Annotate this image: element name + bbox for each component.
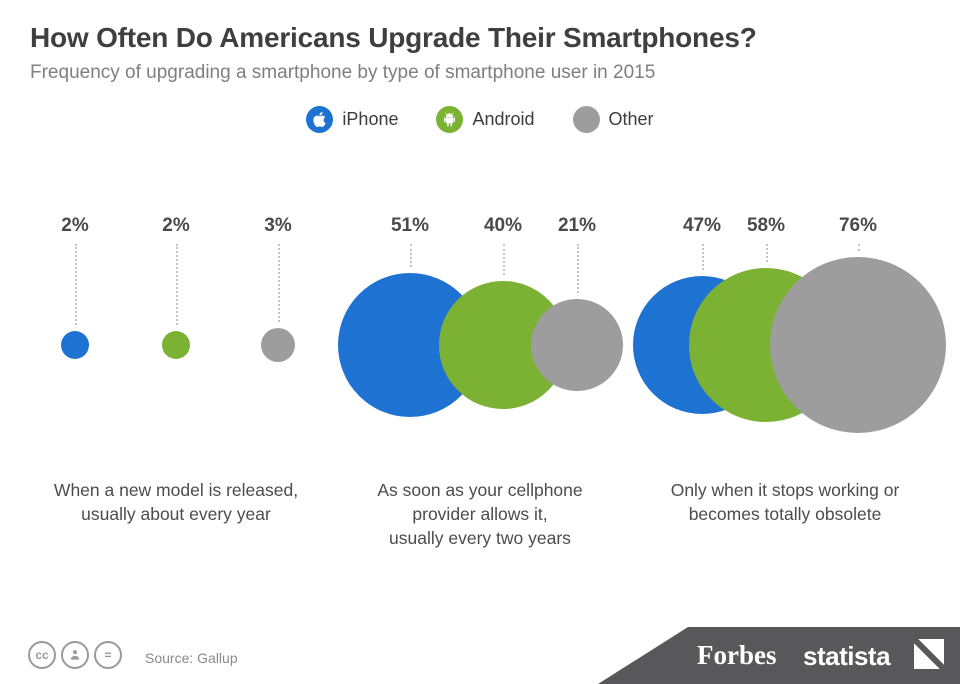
footer-ribbon <box>598 627 960 684</box>
license-badges: cc = <box>28 641 122 669</box>
legend-label-iphone: iPhone <box>342 109 399 129</box>
group-caption-provider-allows: As soon as your cellphone provider allow… <box>377 480 583 549</box>
leader-line-other-0 <box>278 244 280 322</box>
bubble-other-0 <box>260 327 296 363</box>
legend-item-android: Android <box>436 106 535 133</box>
leader-line-iphone-1 <box>410 244 412 267</box>
leader-line-iphone-0 <box>75 244 77 325</box>
bubble-android-0 <box>161 330 191 360</box>
value-label-other-1: 21% <box>557 215 597 236</box>
leader-line-android-0 <box>176 244 178 325</box>
apple-icon <box>306 106 334 133</box>
statista-mark-icon <box>914 639 944 669</box>
attribution-person-icon <box>61 641 89 669</box>
value-label-android-1: 40% <box>483 215 523 236</box>
legend-item-other: Other <box>572 106 654 133</box>
legend-item-iphone: iPhone <box>306 106 398 133</box>
leader-line-android-1 <box>503 244 505 276</box>
value-label-other-0: 3% <box>264 215 292 236</box>
page-title: How Often Do Americans Upgrade Their Sma… <box>30 22 757 53</box>
value-label-iphone-1: 51% <box>390 215 430 236</box>
legend: iPhone Android Other <box>0 106 960 133</box>
group-caption-new-model: When a new model is released, usually ab… <box>53 480 299 525</box>
value-label-iphone-0: 2% <box>61 215 89 236</box>
group-caption-stops-working: Only when it stops working or becomes to… <box>670 480 900 525</box>
forbes-logo: Forbes <box>697 640 777 670</box>
legend-label-other: Other <box>608 109 654 129</box>
cc-icon: cc <box>28 641 56 669</box>
value-label-android-0: 2% <box>162 215 190 236</box>
value-label-other-2: 76% <box>838 215 878 236</box>
value-label-android-2: 58% <box>746 215 786 236</box>
leader-line-iphone-2 <box>702 244 704 270</box>
legend-label-android: Android <box>472 109 535 129</box>
leader-line-other-1 <box>577 244 579 293</box>
leader-line-android-2 <box>766 244 768 263</box>
bubble-other-2 <box>769 256 947 434</box>
leader-line-other-2 <box>858 244 860 251</box>
bubble-iphone-0 <box>60 330 90 360</box>
equal-icon: = <box>94 641 122 669</box>
page-subtitle: Frequency of upgrading a smartphone by t… <box>30 62 656 83</box>
bubble-other-1 <box>530 298 624 392</box>
value-label-iphone-2: 47% <box>682 215 722 236</box>
circle-icon <box>572 106 600 133</box>
source-label: Source: Gallup <box>145 650 238 666</box>
statista-logo: statista <box>803 641 891 671</box>
android-icon <box>436 106 464 133</box>
